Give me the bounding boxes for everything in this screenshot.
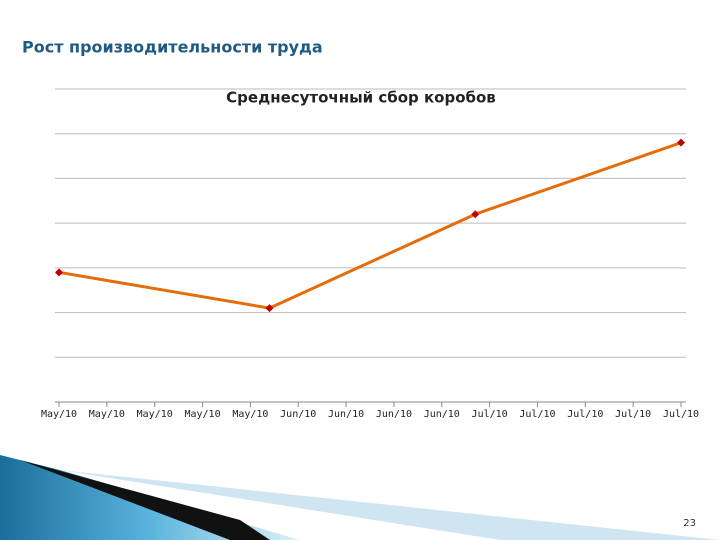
data-line xyxy=(58,141,682,310)
x-tick-label: May/10 xyxy=(41,409,77,420)
x-tick-label: Jun/10 xyxy=(280,409,316,420)
x-tick-label: Jun/10 xyxy=(328,409,364,420)
x-tick-label: May/10 xyxy=(89,409,125,420)
decoration xyxy=(0,455,720,540)
x-tick-label: Jul/10 xyxy=(663,409,699,420)
x-tick-label: Jun/10 xyxy=(424,409,460,420)
x-tick-label: Jul/10 xyxy=(519,409,555,420)
data-point xyxy=(677,138,685,147)
data-point xyxy=(55,268,63,277)
x-tick-label: Jul/10 xyxy=(567,409,603,420)
data-point xyxy=(265,304,274,313)
x-tick-label: May/10 xyxy=(232,409,268,420)
x-tick-label: Jul/10 xyxy=(472,409,508,420)
slide-title: Рост производительности труда xyxy=(22,38,323,57)
x-tick-label: Jun/10 xyxy=(376,409,412,420)
x-tick-label: May/10 xyxy=(184,409,220,420)
chart-title: Среднесуточный сбор коробов xyxy=(226,89,496,107)
page-number: 23 xyxy=(683,518,696,529)
data-point xyxy=(471,210,480,219)
x-tick-label: Jul/10 xyxy=(615,409,651,420)
x-tick-label: May/10 xyxy=(137,409,173,420)
